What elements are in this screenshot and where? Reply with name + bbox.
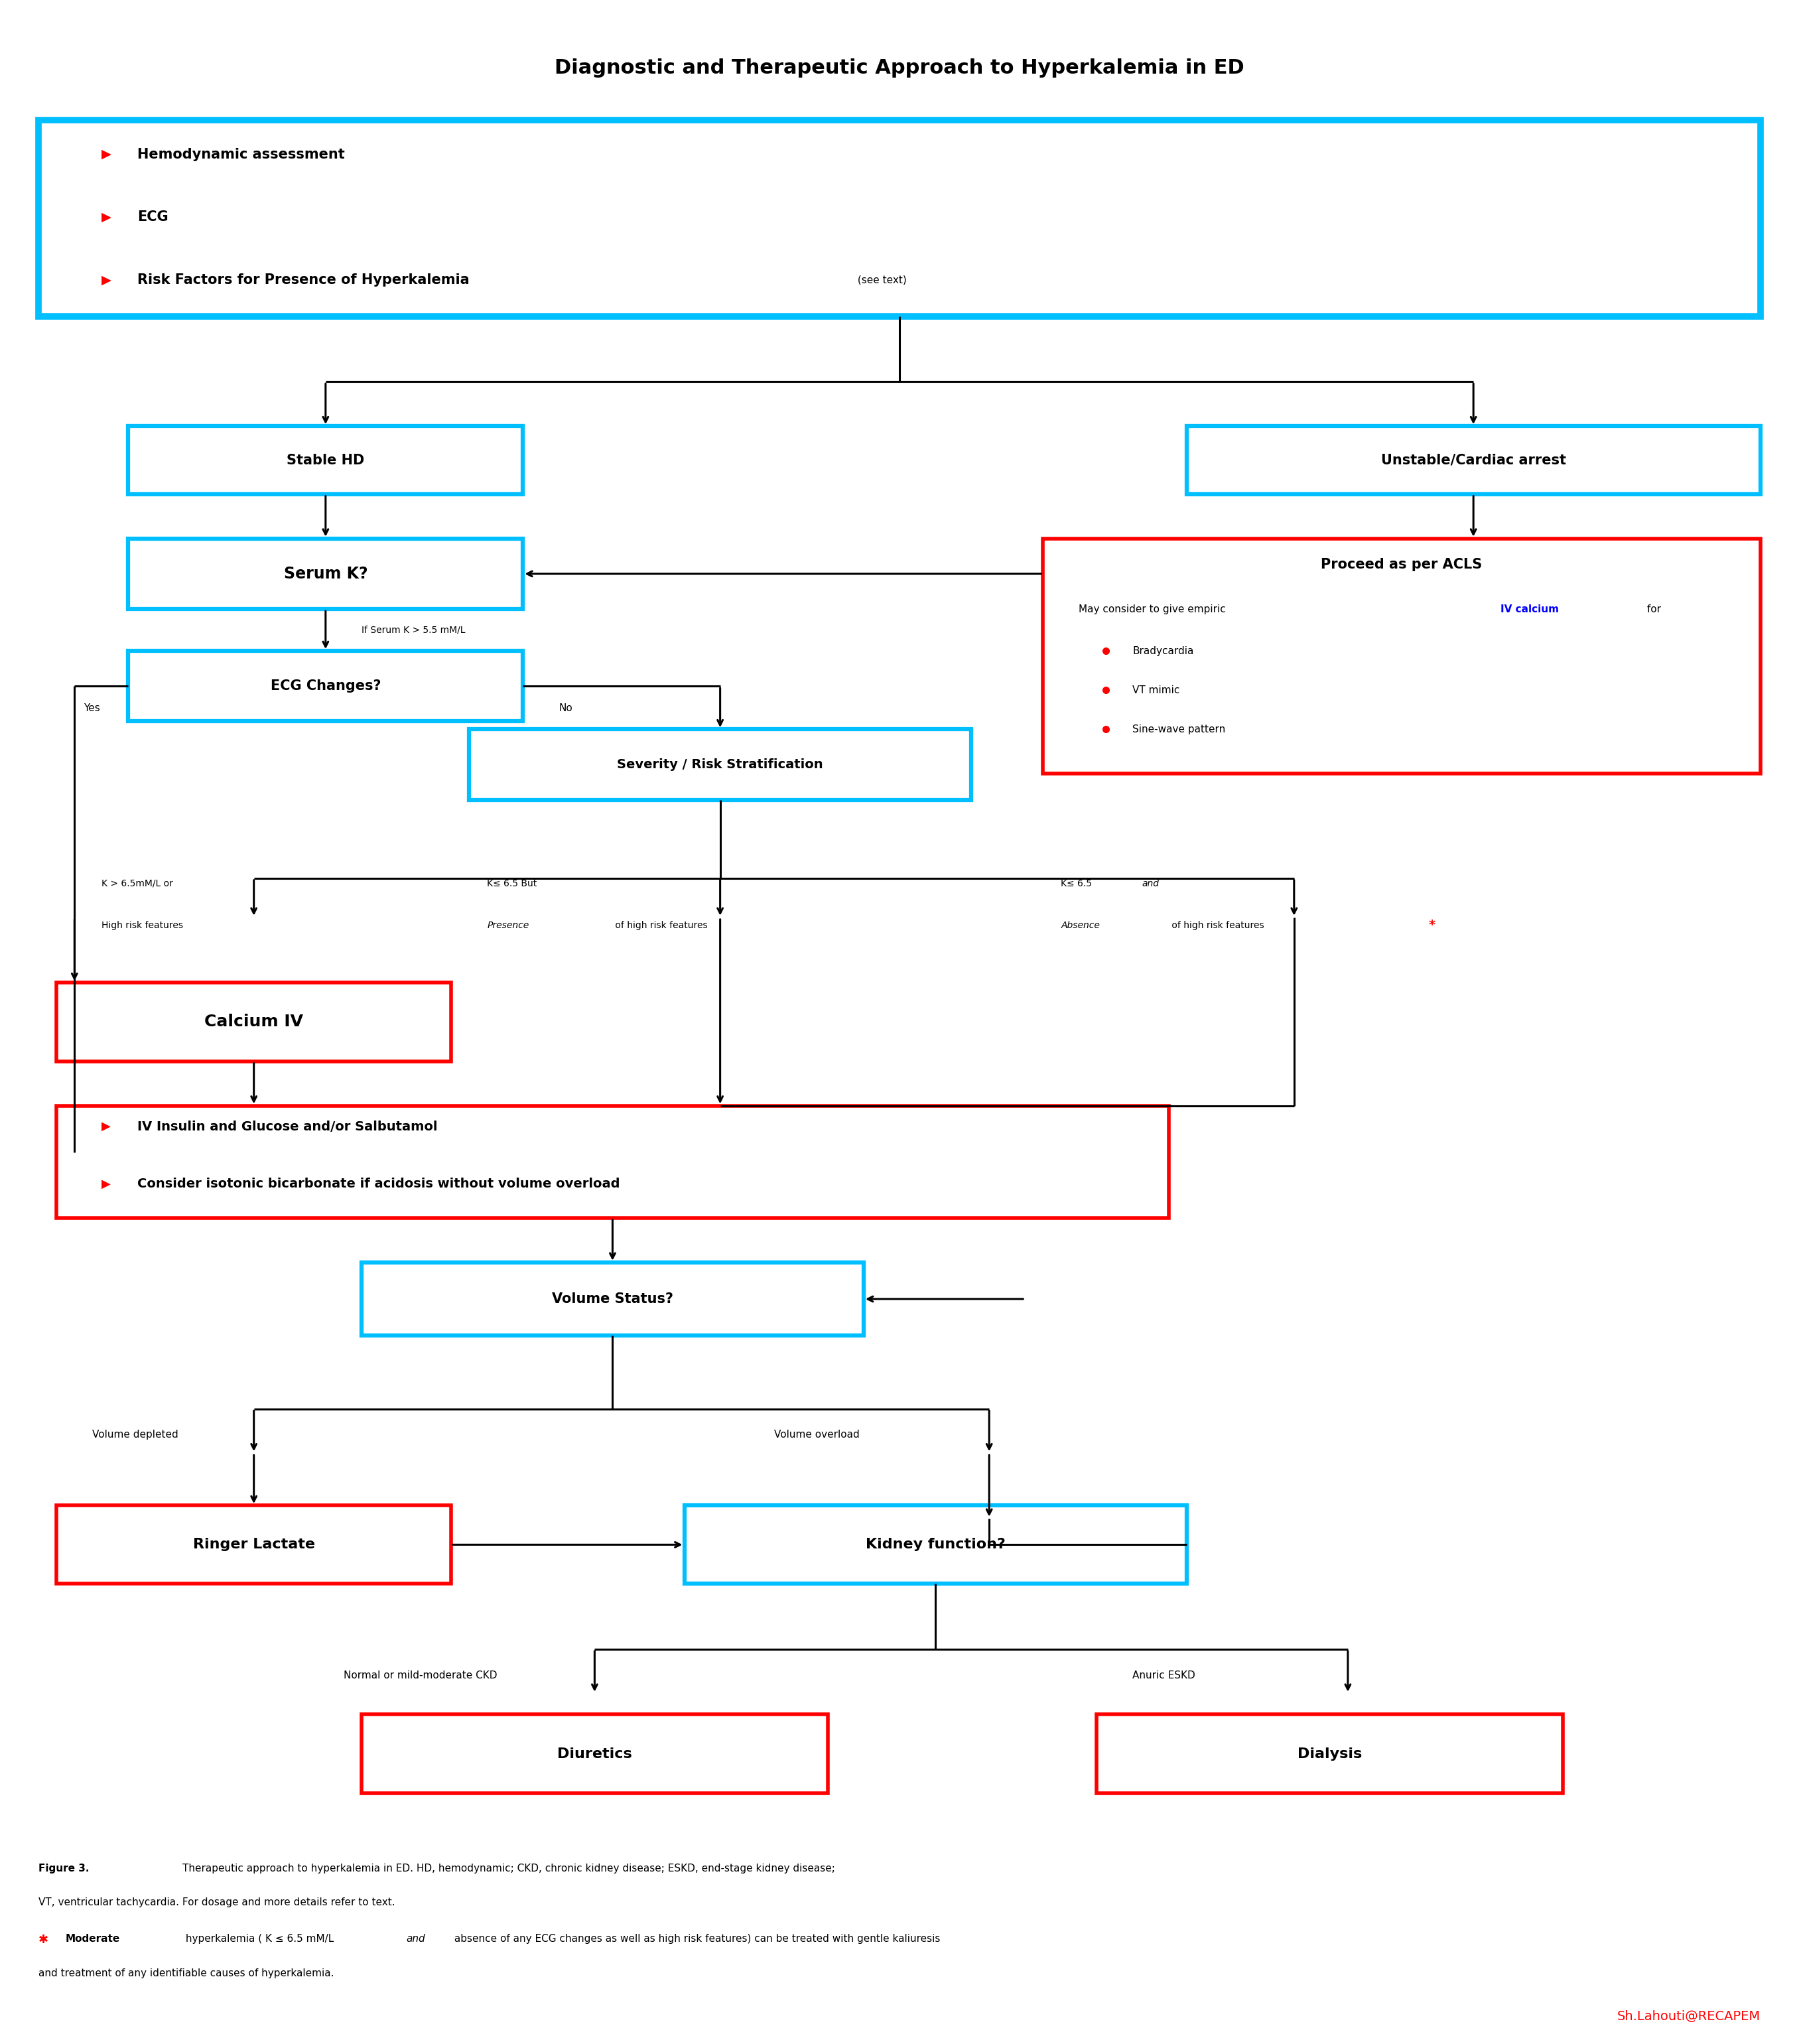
Text: Proceed as per ACLS: Proceed as per ACLS — [1320, 558, 1482, 570]
Text: for: for — [1644, 605, 1660, 613]
Text: ▶: ▶ — [101, 1177, 110, 1190]
Text: Serum K?: Serum K? — [284, 566, 367, 583]
Text: No: No — [559, 703, 572, 713]
Text: ▶: ▶ — [101, 274, 112, 286]
Text: Stable HD: Stable HD — [286, 454, 365, 466]
Text: and: and — [407, 1934, 425, 1944]
Bar — [470, 730, 971, 799]
Bar — [38, 121, 1761, 317]
Text: Unstable/Cardiac arrest: Unstable/Cardiac arrest — [1382, 454, 1565, 466]
Text: Yes: Yes — [83, 703, 101, 713]
Text: Volume depleted: Volume depleted — [92, 1431, 178, 1439]
Bar — [1043, 538, 1761, 775]
Text: Absence: Absence — [1061, 920, 1099, 930]
Text: Ringer Lactate: Ringer Lactate — [192, 1537, 315, 1551]
Text: Risk Factors for Presence of Hyperkalemia: Risk Factors for Presence of Hyperkalemi… — [137, 274, 470, 286]
Text: Hemodynamic assessment: Hemodynamic assessment — [137, 147, 345, 161]
Text: Anuric ESKD: Anuric ESKD — [1133, 1670, 1196, 1680]
Bar — [128, 425, 524, 495]
Text: VT, ventricular tachycardia. For dosage and more details refer to text.: VT, ventricular tachycardia. For dosage … — [38, 1897, 396, 1907]
Text: IV calcium: IV calcium — [1500, 605, 1558, 613]
Text: Moderate: Moderate — [65, 1934, 121, 1944]
Text: *: * — [1428, 920, 1436, 932]
Bar — [56, 1506, 452, 1584]
Text: ▶: ▶ — [101, 147, 112, 161]
Bar — [56, 983, 452, 1061]
Text: ▶: ▶ — [101, 1120, 110, 1132]
Text: absence of any ECG changes as well as high risk features) can be treated with ge: absence of any ECG changes as well as hi… — [452, 1934, 941, 1944]
Text: Dialysis: Dialysis — [1297, 1748, 1362, 1760]
Text: Normal or mild-moderate CKD: Normal or mild-moderate CKD — [344, 1670, 497, 1680]
Text: IV Insulin and Glucose and/or Salbutamol: IV Insulin and Glucose and/or Salbutamol — [137, 1120, 437, 1132]
Text: Sine-wave pattern: Sine-wave pattern — [1133, 724, 1225, 734]
Bar — [1187, 425, 1761, 495]
Bar — [56, 1106, 1169, 1218]
Text: High risk features: High risk features — [101, 920, 183, 930]
Text: (see text): (see text) — [855, 274, 907, 284]
Text: If Serum K > 5.5 mM/L: If Serum K > 5.5 mM/L — [362, 625, 466, 634]
Text: Consider isotonic bicarbonate if acidosis without volume overload: Consider isotonic bicarbonate if acidosi… — [137, 1177, 621, 1190]
Bar — [362, 1715, 828, 1793]
Text: Diagnostic and Therapeutic Approach to Hyperkalemia in ED: Diagnostic and Therapeutic Approach to H… — [554, 59, 1245, 78]
Text: VT mimic: VT mimic — [1133, 685, 1180, 695]
Text: Sh.Lahouti@RECAPEM: Sh.Lahouti@RECAPEM — [1617, 2009, 1761, 2022]
Text: K≤ 6.5 But: K≤ 6.5 But — [488, 879, 536, 889]
Text: hyperkalemia ( K ≤ 6.5 mM/L: hyperkalemia ( K ≤ 6.5 mM/L — [182, 1934, 336, 1944]
Bar — [128, 538, 524, 609]
Text: and: and — [1142, 879, 1159, 889]
Text: Kidney function?: Kidney function? — [865, 1537, 1006, 1551]
Bar — [362, 1263, 864, 1335]
Text: ✱: ✱ — [38, 1934, 49, 1946]
Text: May consider to give empiric: May consider to give empiric — [1079, 605, 1229, 613]
Text: of high risk features: of high risk features — [612, 920, 707, 930]
Text: K > 6.5mM/L or: K > 6.5mM/L or — [101, 879, 173, 889]
Bar — [684, 1506, 1187, 1584]
Bar — [1097, 1715, 1563, 1793]
Text: Volume overload: Volume overload — [774, 1431, 860, 1439]
Text: ECG Changes?: ECG Changes? — [270, 679, 381, 693]
Text: Bradycardia: Bradycardia — [1133, 646, 1195, 656]
Text: Severity / Risk Stratification: Severity / Risk Stratification — [617, 758, 824, 771]
Text: ▶: ▶ — [101, 211, 112, 223]
Text: Calcium IV: Calcium IV — [205, 1014, 304, 1030]
Text: ECG: ECG — [137, 211, 167, 223]
Text: Diuretics: Diuretics — [558, 1748, 631, 1760]
Text: Therapeutic approach to hyperkalemia in ED. HD, hemodynamic; CKD, chronic kidney: Therapeutic approach to hyperkalemia in … — [182, 1864, 835, 1874]
Text: K≤ 6.5: K≤ 6.5 — [1061, 879, 1096, 889]
Text: Figure 3.: Figure 3. — [38, 1864, 90, 1874]
Text: Volume Status?: Volume Status? — [552, 1292, 673, 1306]
Bar — [128, 650, 524, 722]
Text: of high risk features: of high risk features — [1169, 920, 1263, 930]
Text: Presence: Presence — [488, 920, 529, 930]
Text: and treatment of any identifiable causes of hyperkalemia.: and treatment of any identifiable causes… — [38, 1968, 335, 1979]
